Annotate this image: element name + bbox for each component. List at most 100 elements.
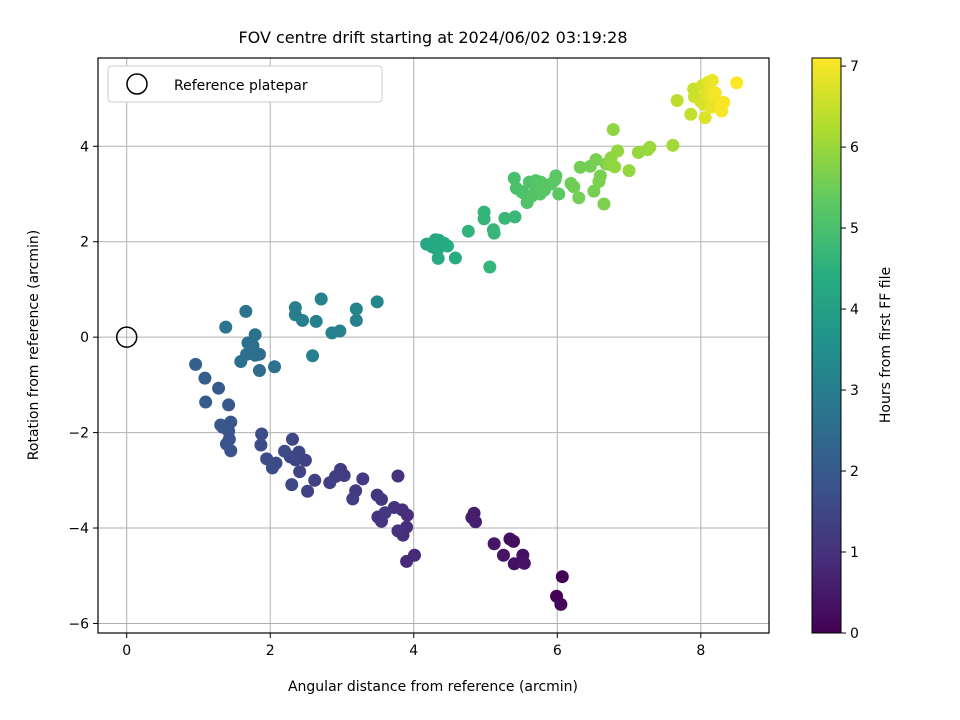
data-point <box>285 478 299 492</box>
data-point <box>219 437 233 451</box>
colorbar-tick-label: 4 <box>850 302 859 318</box>
data-point <box>214 418 228 432</box>
x-axis-label: Angular distance from reference (arcmin) <box>288 679 578 695</box>
colorbar-tick-label: 3 <box>850 383 859 399</box>
legend-reference-marker <box>126 73 148 95</box>
data-point <box>323 476 337 490</box>
data-point <box>288 301 302 315</box>
data-point <box>254 438 268 452</box>
data-point <box>670 93 684 107</box>
y-tick-label: 0 <box>80 330 89 346</box>
data-point <box>278 444 292 458</box>
reference-marker <box>115 326 138 348</box>
colorbar-tick-label: 1 <box>850 545 859 561</box>
data-point <box>301 484 315 498</box>
data-point <box>309 314 323 328</box>
data-point <box>503 532 517 546</box>
colorbar-tick-label: 6 <box>850 140 859 156</box>
data-point <box>440 239 454 253</box>
data-point <box>507 171 521 185</box>
data-point <box>356 472 370 486</box>
x-tick-label: 8 <box>696 643 705 659</box>
data-point <box>349 302 363 316</box>
data-point <box>252 364 266 378</box>
data-point <box>248 328 262 342</box>
data-point <box>483 260 497 274</box>
data-point <box>573 160 587 174</box>
colorbar-tick-label: 7 <box>850 59 859 75</box>
x-tick-label: 2 <box>266 643 275 659</box>
data-point <box>222 398 236 412</box>
data-point <box>684 107 698 121</box>
data-point <box>333 324 347 338</box>
colorbar-tick-label: 2 <box>850 464 859 480</box>
y-tick-label: −2 <box>68 426 89 442</box>
data-point <box>189 357 203 371</box>
y-tick-label: −4 <box>68 521 89 537</box>
data-point <box>517 556 531 570</box>
data-point <box>597 197 611 211</box>
y-tick-label: 4 <box>80 139 89 155</box>
data-point <box>587 184 601 198</box>
data-point <box>308 473 322 487</box>
x-tick-label: 4 <box>409 643 418 659</box>
legend-label: Reference platepar <box>174 78 308 94</box>
data-point <box>507 557 521 571</box>
colorbar: 0 1 2 3 4 5 6 7 Hours from first FF file <box>811 57 894 642</box>
colorbar-tick-label: 5 <box>850 221 859 237</box>
colorbar-tick-label: 0 <box>850 626 859 642</box>
data-point <box>260 452 274 466</box>
data-point <box>477 212 491 226</box>
data-point <box>306 349 320 363</box>
data-point <box>567 180 581 194</box>
data-point <box>378 506 392 520</box>
y-axis-ticks: −6 −4 −2 0 2 4 <box>68 139 98 632</box>
data-point <box>448 251 462 265</box>
data-point <box>608 160 622 174</box>
y-tick-label: −6 <box>68 616 89 632</box>
data-point <box>549 169 563 183</box>
data-point <box>370 488 384 502</box>
data-point <box>666 138 680 152</box>
legend: Reference platepar <box>107 65 383 103</box>
chart-title: FOV centre drift starting at 2024/06/02 … <box>238 28 627 47</box>
data-point <box>606 123 620 137</box>
data-point <box>589 153 603 167</box>
data-point <box>198 371 212 385</box>
data-point <box>461 224 475 238</box>
data-point <box>552 187 566 201</box>
x-axis-ticks: 0 2 4 6 8 <box>122 633 705 659</box>
data-point <box>622 164 636 178</box>
data-point <box>708 86 722 100</box>
colorbar-label: Hours from first FF file <box>878 267 894 423</box>
data-point <box>496 548 510 562</box>
data-point <box>268 360 282 374</box>
data-point <box>391 524 405 538</box>
data-point <box>468 515 482 529</box>
data-point <box>555 570 569 584</box>
data-point <box>391 469 405 483</box>
data-point <box>554 597 568 611</box>
data-point <box>407 548 421 562</box>
x-tick-label: 6 <box>553 643 562 659</box>
grid <box>98 58 769 633</box>
data-point <box>293 465 307 479</box>
data-point <box>219 320 233 334</box>
data-point <box>593 169 607 183</box>
colorbar-ticks: 0 1 2 3 4 5 6 7 <box>841 59 859 642</box>
data-points <box>189 73 744 611</box>
plot-frame <box>97 57 770 634</box>
data-point <box>572 191 586 205</box>
data-point <box>296 313 310 327</box>
data-point <box>212 381 226 395</box>
data-point <box>705 73 719 87</box>
data-point <box>698 111 712 125</box>
data-point <box>431 251 445 265</box>
data-point <box>498 211 512 225</box>
y-tick-label: 2 <box>80 235 89 251</box>
x-tick-label: 0 <box>122 643 131 659</box>
data-point <box>611 144 625 158</box>
data-point <box>234 354 248 368</box>
data-point <box>643 140 657 154</box>
reference-platepar-marker <box>115 326 138 348</box>
